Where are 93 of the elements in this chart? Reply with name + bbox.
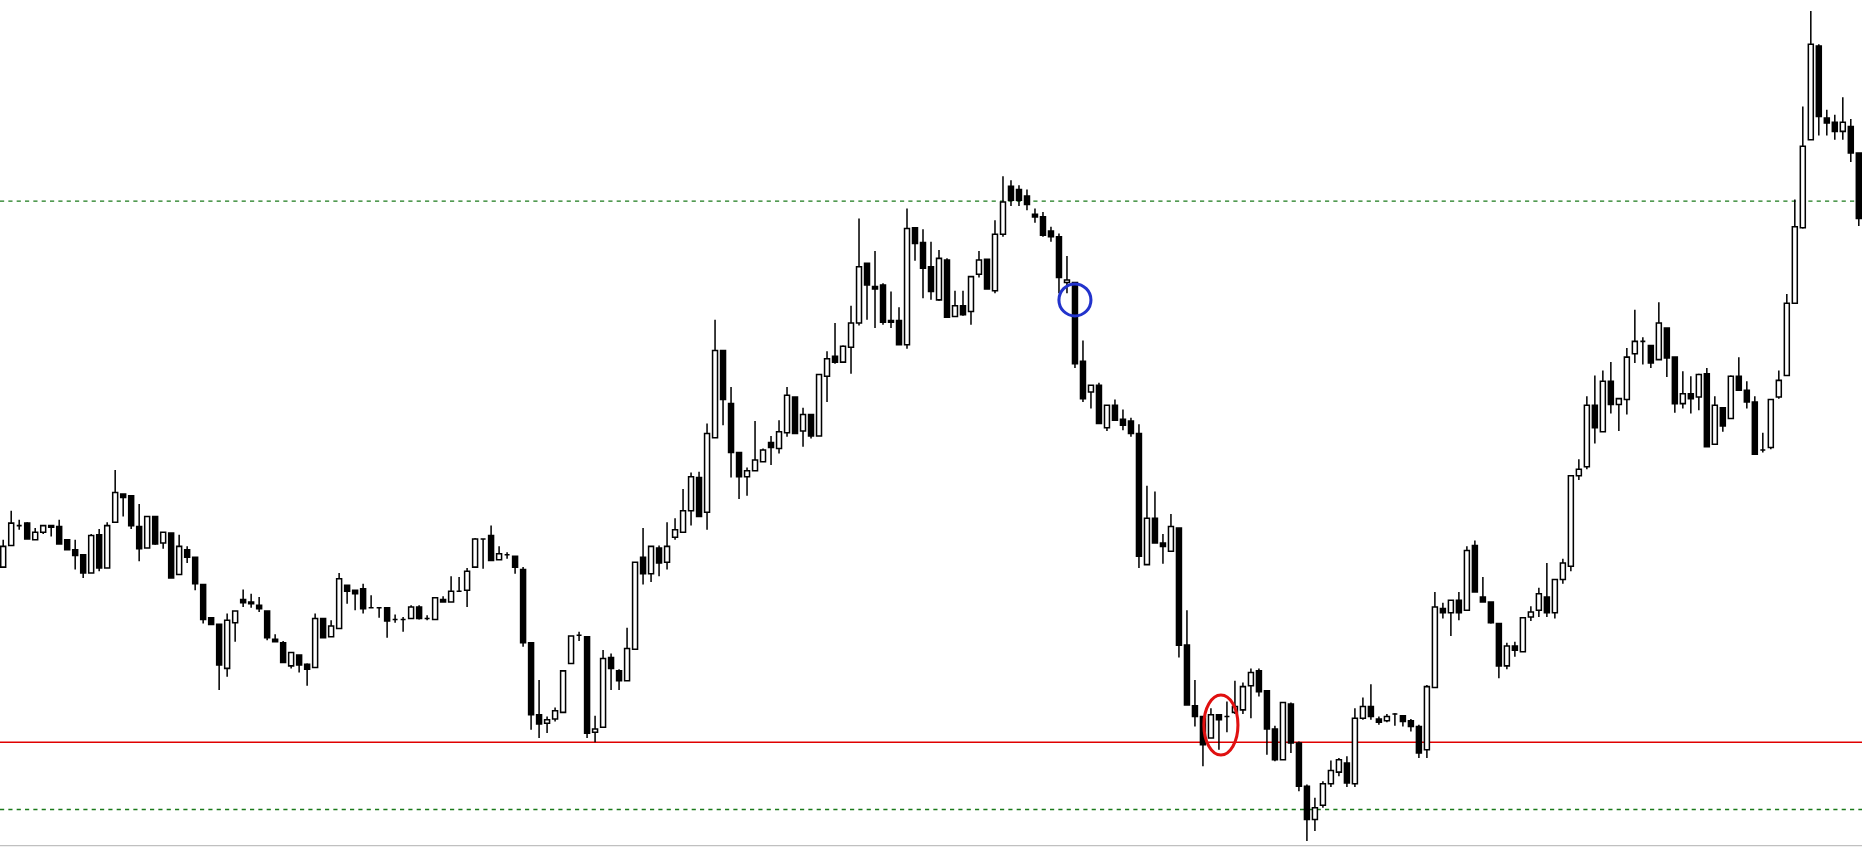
candlestick: [959, 289, 967, 317]
candlestick: [679, 488, 687, 534]
candlestick: [911, 226, 919, 262]
candlestick: [79, 553, 87, 579]
candlestick: [303, 662, 311, 687]
candlestick: [1111, 398, 1119, 421]
candlestick: [319, 617, 327, 639]
candlestick: [1559, 558, 1567, 585]
candlestick: [1207, 707, 1215, 739]
candlestick: [807, 413, 815, 440]
candlestick: [1607, 361, 1615, 415]
candlestick: [1247, 667, 1255, 719]
candlestick: [743, 466, 751, 497]
candlestick: [1687, 375, 1695, 415]
candlestick: [887, 290, 895, 329]
candlestick: [383, 607, 391, 639]
candlestick: [1695, 372, 1703, 412]
candlestick: [1191, 679, 1199, 728]
candlestick: [1631, 309, 1639, 364]
candlestick: [1063, 255, 1071, 294]
candlestick: [1031, 207, 1039, 224]
candlestick: [1239, 681, 1247, 715]
candlestick: [1719, 406, 1727, 433]
candlestick: [71, 538, 79, 571]
candlestick: [767, 435, 775, 466]
candlestick: [751, 420, 759, 472]
candlestick: [1575, 458, 1583, 481]
candlestick: [1535, 587, 1543, 618]
candlestick: [343, 584, 351, 605]
candlestick: [1039, 211, 1047, 238]
candlestick: [1775, 369, 1783, 400]
candlestick: [1359, 696, 1367, 721]
candlestick: [639, 527, 647, 586]
candlestick: [1103, 404, 1111, 432]
candlestick: [1831, 114, 1839, 141]
candlestick: [1839, 96, 1847, 141]
candlestick: [1479, 576, 1487, 603]
candlestick: [799, 406, 807, 448]
candlestick: [1215, 714, 1223, 751]
candlestick: [1615, 397, 1623, 432]
candlestick: [463, 567, 471, 608]
candlestick: [1119, 408, 1127, 431]
candlestick: [863, 262, 871, 321]
candlestick: [607, 652, 615, 691]
candlestick: [135, 503, 143, 563]
candlestick: [1087, 384, 1095, 410]
candlestick: [1023, 188, 1031, 211]
candlestick: [871, 250, 879, 329]
candlestick: [1647, 344, 1655, 369]
candlestick: [663, 521, 671, 571]
candlestick: [1127, 416, 1135, 438]
candlestick: [1447, 599, 1455, 637]
candlestick: [1735, 356, 1743, 392]
candlestick: [591, 714, 599, 744]
candlestick: [975, 250, 983, 279]
candlestick: [1543, 562, 1551, 618]
candlestick: [1335, 757, 1343, 778]
candlestick: [1255, 667, 1263, 698]
candlestick: [1327, 759, 1335, 788]
candlestick: [431, 597, 439, 621]
candlestick: [55, 519, 63, 545]
candlestick: [1591, 374, 1599, 445]
candlestick: [119, 493, 127, 518]
candlestick: [7, 509, 15, 547]
candlestick: [1503, 641, 1511, 670]
candlestick: [535, 679, 543, 739]
candlestick: [0, 538, 7, 568]
candlestick: [47, 524, 55, 538]
candlestick: [1159, 533, 1167, 565]
candlestick: [951, 289, 959, 318]
candlestick: [1015, 184, 1023, 207]
candlestick: [823, 350, 831, 403]
candlestick: [671, 517, 679, 541]
candlestick: [247, 592, 255, 609]
candlestick: [1455, 591, 1463, 622]
candlestick: [359, 582, 367, 615]
candlestick: [775, 419, 783, 455]
candlestick: [1007, 179, 1015, 207]
candlestick: [1823, 109, 1831, 137]
candlestick: [1743, 380, 1751, 410]
candlestick: [655, 544, 663, 578]
candlestick: [831, 322, 839, 365]
candlestick: [231, 610, 239, 643]
candlestick: [1343, 755, 1351, 788]
candlestick: [1367, 683, 1375, 721]
candlestick: [1311, 797, 1319, 832]
candlestick: [615, 668, 623, 691]
candlestick: [279, 640, 287, 664]
candlestick: [271, 633, 279, 643]
candlestick: [1487, 601, 1495, 625]
candlestick: [1319, 780, 1327, 809]
candlestick: [1679, 370, 1687, 410]
candlestick: [447, 575, 455, 603]
